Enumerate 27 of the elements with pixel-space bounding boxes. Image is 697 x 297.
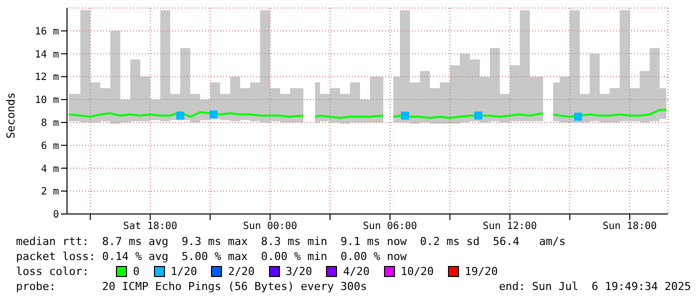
x-tick-label: Sun 06:00 — [362, 221, 418, 232]
legend-label: 1/20 — [170, 264, 198, 279]
y-tick-label: 4 m — [40, 164, 59, 175]
y-tick-label: 8 m — [40, 118, 59, 129]
legend-label: 4/20 — [342, 264, 370, 279]
text: probe: 20 ICMP Echo Pings (56 Bytes) every 300s — [16, 279, 367, 294]
legend-label: 10/20 — [400, 264, 434, 279]
y-tick-label: 2 m — [40, 186, 59, 198]
y-tick-label: 14 m — [34, 49, 59, 60]
y-tick-label: 16 m — [34, 26, 59, 38]
y-tick-label: 12 m — [34, 72, 59, 84]
legend-label: 0 — [132, 264, 140, 279]
text: packet loss: 0.14 % avg 5.00 % max 0.00 % min 0.00 % now — [16, 249, 408, 264]
legend-label: 2/20 — [227, 264, 255, 279]
x-tick-label: Sun 12:00 — [482, 221, 537, 232]
y-axis-title: Seconds — [4, 92, 18, 138]
legend-label: 3/20 — [284, 264, 312, 279]
y-tick-label: 10 m — [34, 95, 59, 106]
x-tick-label: Sat 18:00 — [123, 221, 178, 232]
y-tick-label: 0 — [52, 210, 59, 221]
x-tick-label: Sun 00:00 — [243, 221, 298, 232]
text: median rtt: 8.7 ms avg 9.3 ms max 8.3 ms min 9.1 ms now 0.2 ms sd 56.4 am/s — [16, 234, 567, 249]
legend-label: 19/20 — [464, 264, 498, 279]
x-tick-label: Sun 18:00 — [602, 221, 657, 232]
text: end: Sun Jul 6 19:49:34 2025 — [498, 279, 691, 294]
legend-title: loss color: — [16, 264, 90, 279]
y-tick-label: 6 m — [40, 140, 59, 152]
